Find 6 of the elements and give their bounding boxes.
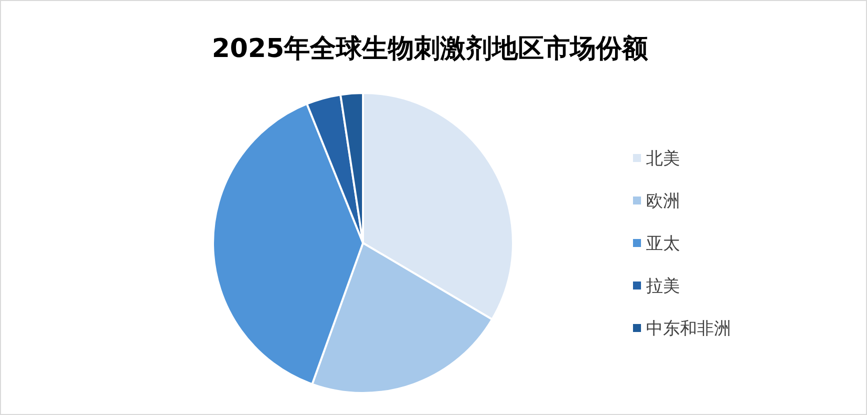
legend-label: 欧洲 — [646, 192, 680, 212]
chart-title: 2025年全球生物刺激剂地区市场份额 — [212, 34, 650, 64]
legend-label: 北美 — [646, 149, 680, 169]
legend-label: 亚太 — [646, 234, 680, 254]
legend-label: 中东和非洲 — [646, 319, 731, 339]
legend-label: 拉美 — [646, 276, 680, 296]
